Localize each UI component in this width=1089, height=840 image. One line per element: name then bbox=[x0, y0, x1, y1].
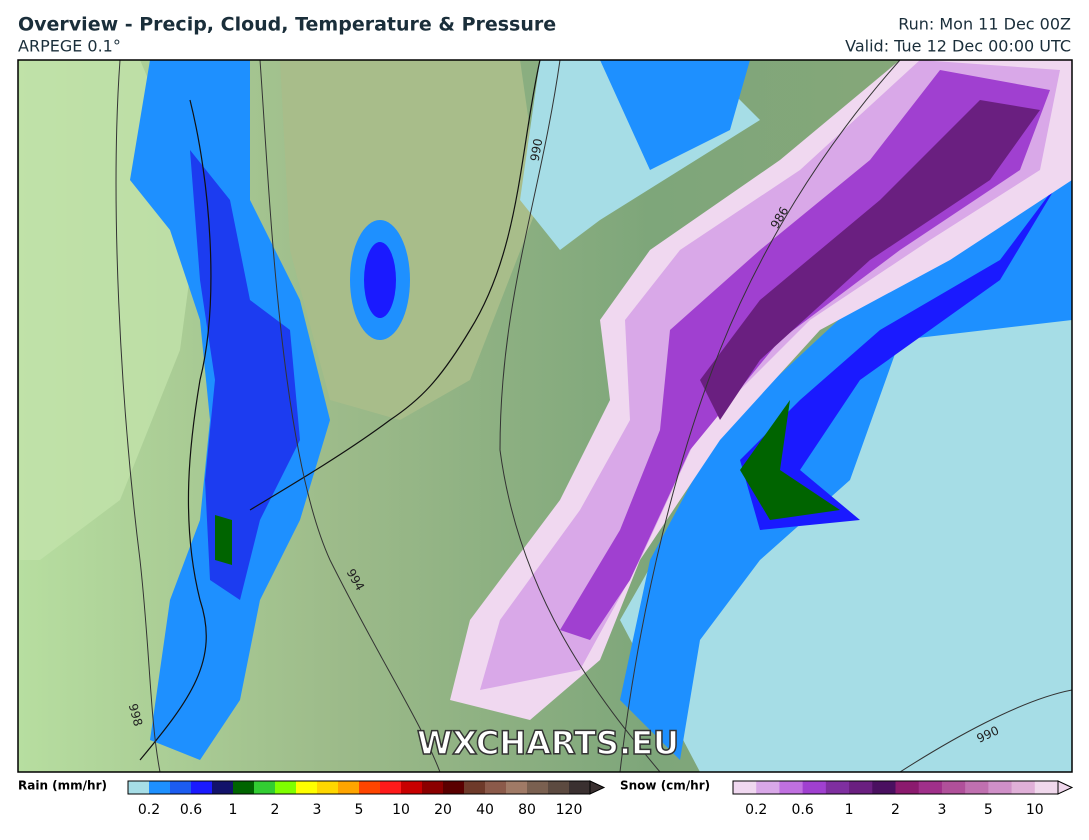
legend-arrow bbox=[589, 780, 606, 795]
watermark: WXCHARTS.EU bbox=[417, 724, 679, 762]
coastline bbox=[249, 60, 541, 511]
legend-swatch bbox=[233, 781, 255, 794]
legend-tick-label: 3 bbox=[937, 802, 946, 818]
legend-tick-label: 20 bbox=[434, 802, 452, 818]
rain-area bbox=[364, 242, 396, 318]
legend-tick-label: 10 bbox=[1026, 802, 1044, 818]
legend-swatch bbox=[128, 781, 150, 794]
map-frame bbox=[17, 59, 1073, 773]
snow-area bbox=[700, 100, 1040, 420]
snow-legend-label: Snow (cm/hr) bbox=[620, 779, 710, 793]
isobar bbox=[619, 60, 901, 772]
valid-time: Valid: Tue 12 Dec 00:00 UTC bbox=[845, 37, 1071, 56]
legend-tick-label: 0.6 bbox=[180, 802, 202, 818]
legend-tick-label: 10 bbox=[392, 802, 410, 818]
isobar-label: 990 bbox=[528, 137, 546, 162]
legend-swatch bbox=[485, 781, 507, 794]
legend-swatch bbox=[1011, 781, 1036, 794]
rain-area bbox=[740, 400, 840, 520]
legend-swatch bbox=[548, 781, 570, 794]
rain-area bbox=[600, 60, 750, 170]
legend-tick-label: 120 bbox=[556, 802, 583, 818]
legend-frame bbox=[127, 780, 591, 795]
cloud-area bbox=[280, 60, 540, 420]
title: Overview - Precip, Cloud, Temperature & … bbox=[18, 14, 556, 36]
isobar bbox=[115, 60, 161, 772]
legend-tick-label: 1 bbox=[229, 802, 238, 818]
legend-swatch bbox=[849, 781, 873, 794]
legend-swatch bbox=[380, 781, 402, 794]
legend-swatch bbox=[527, 781, 549, 794]
legend-swatch bbox=[965, 781, 989, 794]
legend-swatch bbox=[802, 781, 827, 794]
legend-swatch bbox=[401, 781, 423, 794]
legend-swatch bbox=[275, 781, 297, 794]
legend-swatch bbox=[191, 781, 213, 794]
legend-arrow bbox=[1057, 780, 1074, 795]
rain-area bbox=[215, 515, 232, 565]
legend-frame bbox=[732, 780, 1059, 795]
legend-swatch bbox=[443, 781, 465, 794]
isobar bbox=[899, 689, 1072, 772]
legend-swatch bbox=[359, 781, 381, 794]
legend-tick-label: 0.6 bbox=[792, 802, 814, 818]
legend-tick-label: 3 bbox=[313, 802, 322, 818]
rain-area bbox=[620, 160, 1072, 760]
isobar bbox=[259, 60, 441, 772]
legend-swatch bbox=[254, 781, 276, 794]
legend-swatch bbox=[149, 781, 171, 794]
legend-swatch bbox=[317, 781, 339, 794]
legend-swatch bbox=[988, 781, 1013, 794]
coastline bbox=[139, 99, 212, 761]
legend-tick-label: 80 bbox=[518, 802, 536, 818]
legend-swatch bbox=[872, 781, 896, 794]
run-time: Run: Mon 11 Dec 00Z bbox=[898, 15, 1071, 34]
legend-tick-label: 0.2 bbox=[138, 802, 160, 818]
legend-tick-label: 2 bbox=[271, 802, 280, 818]
legend-swatch bbox=[1034, 781, 1059, 794]
legend-swatch bbox=[825, 781, 850, 794]
legend-tick-label: 5 bbox=[355, 802, 364, 818]
rain-area bbox=[190, 150, 300, 600]
legend-swatch bbox=[941, 781, 966, 794]
legend-swatch bbox=[464, 781, 486, 794]
legend-tick-label: 40 bbox=[476, 802, 494, 818]
legend-swatch bbox=[338, 781, 360, 794]
legend-swatch bbox=[296, 781, 318, 794]
legend-swatch bbox=[506, 781, 528, 794]
legend-swatch bbox=[170, 781, 192, 794]
isobar-label: 998 bbox=[126, 702, 145, 728]
legend-swatch bbox=[918, 781, 943, 794]
legend-tick-label: 5 bbox=[984, 802, 993, 818]
legend-swatch bbox=[422, 781, 444, 794]
legend-swatch bbox=[733, 781, 757, 794]
rain-legend-label: Rain (mm/hr) bbox=[18, 779, 107, 793]
legend-swatch bbox=[212, 781, 234, 794]
isobar bbox=[499, 60, 661, 772]
legend-tick-label: 0.2 bbox=[745, 802, 767, 818]
legend-swatch bbox=[569, 781, 591, 794]
model: ARPEGE 0.1° bbox=[18, 37, 121, 56]
legend-swatch bbox=[895, 781, 920, 794]
legend-tick-label: 1 bbox=[845, 802, 854, 818]
legend-tick-label: 2 bbox=[891, 802, 900, 818]
legend-swatch bbox=[779, 781, 804, 794]
legend-swatch bbox=[756, 781, 780, 794]
